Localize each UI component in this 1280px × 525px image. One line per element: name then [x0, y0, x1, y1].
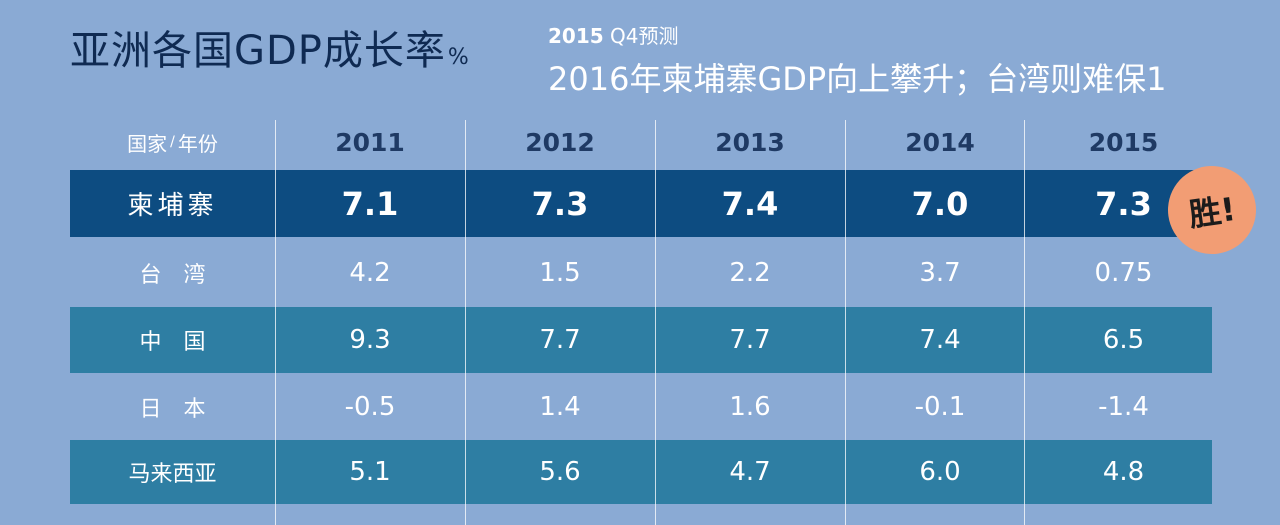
column-divider: [465, 120, 466, 525]
table-cell: 9.3: [349, 325, 391, 355]
row-label: 柬埔寨: [127, 191, 218, 221]
table-cell: -1.4: [1098, 391, 1149, 422]
table-cell: 7.4: [919, 325, 961, 355]
column-header: 2015: [1088, 127, 1159, 157]
table-cell: 7.7: [539, 325, 581, 355]
chart-title: 亚洲各国GDP成长率%: [70, 18, 470, 76]
column-header: 2011: [335, 127, 405, 157]
table-cell: 0.75: [1094, 257, 1153, 288]
table-cell: 4.7: [729, 457, 771, 487]
table-cell: 7.3: [1095, 184, 1152, 223]
column-divider: [655, 120, 656, 525]
forecast-label: Q4预测: [610, 24, 679, 48]
table-cell: -0.1: [914, 391, 966, 422]
row-label: 中 国: [139, 330, 206, 355]
table-cell: 6.0: [919, 457, 961, 487]
table-row-japan: 日 本 -0.5 1.4 1.6 -0.1 -1.4: [70, 375, 1212, 438]
column-header: 2013: [715, 127, 785, 157]
row-label: 日 本: [139, 396, 206, 422]
table-cell: 5.6: [539, 457, 581, 487]
table-cell: 4.2: [349, 257, 391, 288]
table-cell: 2.2: [729, 257, 771, 288]
table-cell: 1.5: [539, 257, 581, 288]
column-divider: [275, 120, 276, 525]
table-cell: 7.1: [341, 184, 399, 223]
header-corner: 国家 / 年份: [70, 114, 275, 170]
table-row-malaysia: 马来西亚 5.1 5.6 4.7 6.0 4.8: [70, 440, 1212, 504]
column-divider: [845, 120, 846, 525]
table-cell: 5.1: [349, 457, 391, 487]
column-header: 2012: [525, 127, 595, 157]
forecast-note: 2015 Q4预测: [548, 20, 679, 49]
table-cell: 4.8: [1102, 457, 1145, 487]
table-cell: -0.5: [344, 391, 396, 422]
table-row-china: 中 国 9.3 7.7 7.7 7.4 6.5: [70, 307, 1212, 373]
title-unit: %: [447, 45, 470, 70]
table-row-taiwan: 台 湾 4.2 1.5 2.2 3.7 0.75: [70, 241, 1212, 304]
row-label: 台 湾: [139, 262, 206, 288]
badge-text: 胜!: [1186, 189, 1238, 235]
table-cell: 1.4: [539, 391, 581, 422]
header-year: 年份: [177, 131, 218, 156]
header-separator: /: [170, 134, 175, 150]
table-row-cambodia: 柬埔寨 7.1 7.3 7.4 7.0 7.3: [70, 170, 1212, 237]
table-cell: 3.7: [919, 257, 961, 288]
column-header: 2014: [905, 127, 975, 157]
table-cell: 6.5: [1102, 325, 1145, 355]
table-header: 国家 / 年份 2011 2012 2013 2014 2015: [70, 114, 1212, 170]
table-cell: 7.7: [729, 325, 771, 355]
headline: 2016年柬埔寨GDP向上攀升；台湾则难保1: [548, 60, 1167, 98]
row-label: 马来西亚: [128, 462, 217, 487]
forecast-year: 2015: [548, 24, 604, 48]
title-text: 亚洲各国GDP成长率: [70, 28, 446, 74]
table-cell: 7.0: [911, 184, 969, 223]
column-divider: [1024, 120, 1025, 525]
table-cell: 7.4: [721, 184, 779, 223]
header-country: 国家: [127, 131, 168, 156]
table-cell: 7.3: [531, 184, 589, 223]
table-cell: 1.6: [729, 391, 771, 422]
